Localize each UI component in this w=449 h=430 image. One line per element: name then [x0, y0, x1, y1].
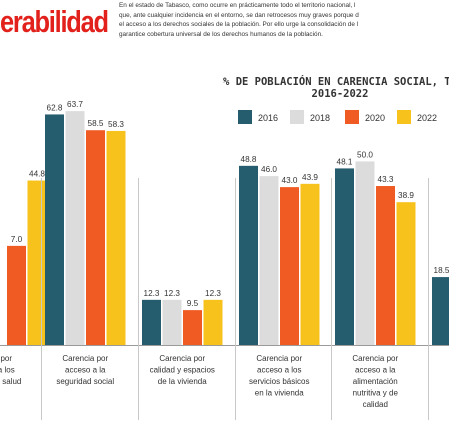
data-label: 38.9	[398, 191, 414, 200]
legend-swatch	[238, 110, 252, 124]
bar-2016-cat-2	[142, 299, 161, 345]
bar-2022-cat-1	[106, 130, 126, 345]
bar-2020-cat-0	[7, 245, 26, 345]
data-label: 43.0	[282, 176, 298, 185]
data-label: 58.3	[108, 120, 124, 129]
data-label: 44.8	[29, 170, 45, 179]
bar-2018-cat-1	[65, 111, 85, 345]
data-label: 48.1	[337, 157, 353, 166]
legend-label: 2016	[258, 113, 278, 123]
headline: erabilidad	[0, 4, 109, 39]
legend-swatch	[290, 110, 304, 124]
data-label: 48.8	[241, 155, 257, 164]
data-label: 50.0	[357, 150, 373, 159]
bar-2022-cat-4	[396, 202, 416, 345]
intro-paragraph: En el estado de Tabasco, como ocurre en …	[119, 2, 359, 38]
chart-title: % DE POBLACIÓN EN CARENCIA SOCIAL, TA 20…	[223, 76, 449, 100]
category-label: calidad y espacios	[150, 366, 215, 375]
data-label: 46.0	[261, 165, 277, 174]
bar-2020-cat-2	[183, 310, 202, 345]
legend-swatch	[397, 110, 411, 124]
bar-2016-cat-3	[239, 165, 258, 345]
category-label: de la vivienda	[158, 377, 207, 386]
legend-label: 2022	[417, 113, 437, 123]
data-label: 43.9	[302, 173, 318, 182]
data-label: 12.3	[144, 289, 160, 298]
category-label: Carencia por	[352, 354, 398, 363]
legend-item-2020: 2020	[345, 110, 385, 124]
category-label: acceso a los	[257, 366, 301, 375]
category-label: Carencia por	[62, 354, 108, 363]
category-label: nutritiva y de	[353, 389, 399, 398]
bar-2016-cat-1	[45, 114, 64, 345]
category-label: de salud	[0, 377, 21, 386]
data-label: 63.7	[67, 100, 83, 109]
category-label: calidad	[363, 400, 388, 409]
legend-swatch	[345, 110, 359, 124]
bar-2020-cat-3	[280, 187, 299, 345]
category-label: Carencia por	[256, 354, 302, 363]
bar-2022-cat-3	[300, 183, 320, 345]
category-label: a los	[0, 366, 15, 375]
legend-item-2018: 2018	[290, 110, 330, 124]
bar-2020-cat-1	[86, 130, 105, 345]
bar-2018-cat-2	[162, 299, 182, 345]
category-label: servicios básicos	[249, 377, 309, 386]
bar-2018-cat-3	[259, 176, 279, 345]
category-label: por	[0, 354, 12, 363]
category-label: en la vivienda	[255, 389, 304, 398]
legend-label: 2018	[310, 113, 330, 123]
category-label: acceso a la	[355, 366, 396, 375]
category-label: seguridad social	[56, 377, 114, 386]
data-label: 12.3	[164, 289, 180, 298]
data-label: 18.5	[434, 266, 449, 275]
data-label: 43.3	[378, 175, 394, 184]
legend-label: 2020	[365, 113, 385, 123]
data-label: 12.3	[205, 289, 221, 298]
legend-item-2016: 2016	[238, 110, 278, 124]
bar-2022-cat-0	[27, 180, 47, 345]
bar-2016-cat-4	[335, 168, 354, 345]
category-label: alimentación	[353, 377, 398, 386]
data-label: 7.0	[11, 235, 23, 244]
legend-item-2022: 2022	[397, 110, 437, 124]
category-label: acceso a la	[65, 366, 106, 375]
data-label: 9.5	[187, 299, 199, 308]
data-label: 62.8	[47, 103, 63, 112]
bar-2018-cat-4	[355, 161, 375, 345]
data-label: 58.5	[88, 119, 104, 128]
bar-2022-cat-2	[203, 299, 223, 345]
bar-2016-cat-5	[432, 277, 449, 345]
bar-2020-cat-4	[376, 186, 395, 345]
category-label: Carencia por	[159, 354, 205, 363]
